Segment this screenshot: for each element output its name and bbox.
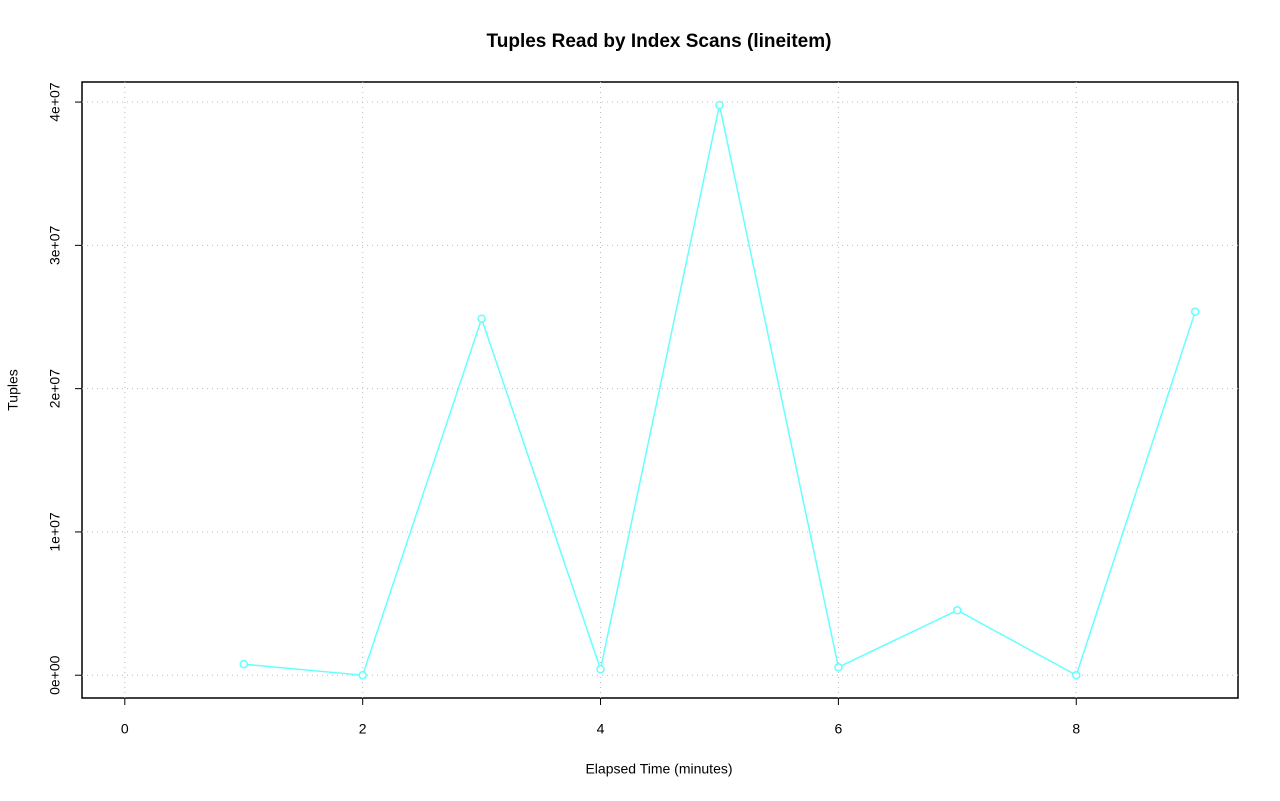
y-tick-label: 1e+07 bbox=[47, 512, 63, 552]
x-tick-label: 0 bbox=[121, 721, 129, 737]
data-point bbox=[1072, 670, 1081, 680]
plot-frame bbox=[81, 81, 1239, 699]
data-line bbox=[243, 104, 1196, 677]
y-axis-label: Tuples bbox=[5, 369, 21, 411]
chart-title: Tuples Read by Index Scans (lineitem) bbox=[487, 31, 832, 52]
x-tick-label: 4 bbox=[597, 721, 605, 737]
data-point bbox=[596, 664, 605, 674]
data-point bbox=[1190, 307, 1200, 316]
data-point bbox=[834, 662, 843, 672]
data-point bbox=[239, 659, 248, 669]
data-point bbox=[477, 314, 486, 323]
data-point bbox=[358, 670, 367, 680]
y-tick-label: 0e+00 bbox=[47, 655, 63, 695]
y-tick-label: 2e+07 bbox=[47, 369, 63, 409]
x-tick-label: 6 bbox=[834, 721, 842, 737]
x-tick-label: 2 bbox=[359, 721, 367, 737]
x-axis-label: Elapsed Time (minutes) bbox=[585, 761, 732, 777]
data-point bbox=[953, 606, 962, 615]
x-tick-label: 8 bbox=[1072, 721, 1080, 737]
y-tick-label: 4e+07 bbox=[47, 82, 63, 122]
data-point bbox=[715, 100, 724, 110]
y-tick-label: 3e+07 bbox=[47, 225, 63, 265]
